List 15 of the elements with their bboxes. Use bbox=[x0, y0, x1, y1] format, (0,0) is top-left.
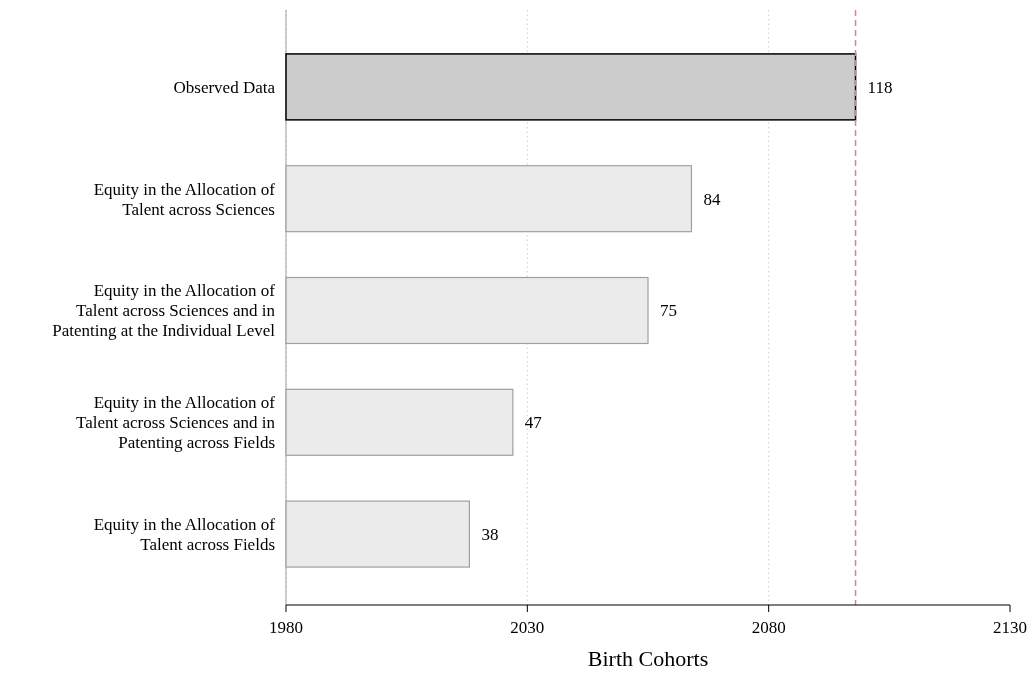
y-tick-label: Equity in the Allocation of Talent across Sciences bbox=[93, 179, 276, 219]
data-label: 84 bbox=[703, 189, 721, 209]
y-tick-label: Equity in the Allocation of Talent across Sciences and in Patenting at the Individual Level bbox=[52, 281, 276, 341]
x-tick-label: 1980 bbox=[269, 618, 303, 637]
data-label: 47 bbox=[524, 413, 543, 433]
x-tick-label: 2080 bbox=[751, 618, 786, 637]
data-label: 38 bbox=[481, 525, 499, 545]
y-tick-label: Observed Data bbox=[173, 77, 276, 97]
data-label: 75 bbox=[660, 301, 677, 321]
data-label: 118 bbox=[867, 77, 893, 97]
x-tick-label: 2030 bbox=[510, 618, 545, 637]
x-axis-title: Birth Cohorts bbox=[587, 646, 709, 671]
x-tick-label: 2130 bbox=[993, 618, 1027, 637]
y-tick-label: Equity in the Allocation of Talent across Fields bbox=[93, 515, 276, 555]
y-tick-label: Equity in the Allocation of Talent across Sciences and in Patenting across Fields bbox=[76, 393, 276, 453]
